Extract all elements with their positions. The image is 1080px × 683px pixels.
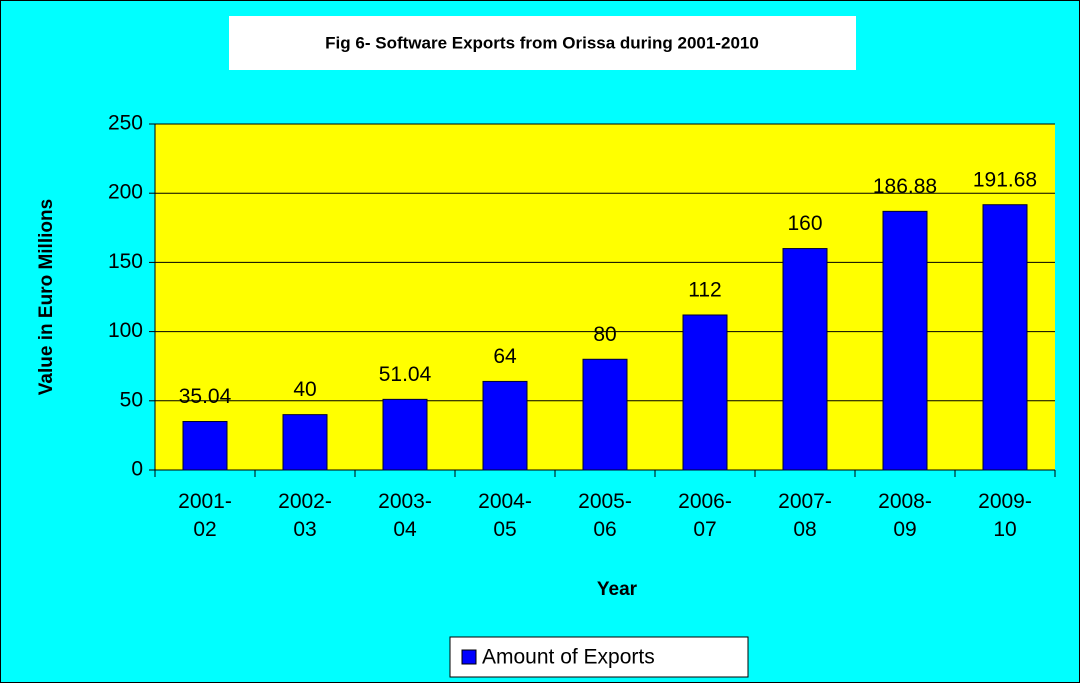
x-axis-label: Year [597,579,638,600]
bar [682,314,728,471]
y-tick-label: 0 [131,458,143,481]
x-tick-label: 2001-02 [178,490,232,541]
x-tick-label: 2004-05 [478,490,532,541]
x-tick-label: 2007-08 [778,490,832,541]
x-tick-label: 2003-04 [378,490,432,541]
bar [982,204,1028,471]
bar [282,414,328,471]
data-label: 51.04 [379,363,432,386]
y-tick-label: 50 [120,388,143,411]
data-label: 35.04 [179,385,232,408]
data-label: 40 [293,378,316,401]
y-tick-label: 150 [108,250,143,273]
data-label: 160 [787,212,822,235]
data-label: 80 [593,323,616,346]
x-tick-label: 2005-06 [578,490,632,541]
x-tick-label: 2009-10 [978,490,1032,541]
legend-label: Amount of Exports [482,646,655,669]
x-tick-label: 2008-09 [878,490,932,541]
bar [582,358,628,471]
y-tick-label: 100 [108,319,143,342]
data-label: 191.68 [973,168,1037,191]
bar [382,398,428,471]
y-tick-label: 250 [108,112,143,135]
bar [782,248,828,471]
bar [182,421,228,471]
chart-title: Fig 6- Software Exports from Orissa duri… [325,33,759,52]
data-label: 112 [688,279,721,302]
data-label: 186.88 [873,175,937,198]
x-tick-label: 2006-07 [678,490,732,541]
data-label: 64 [493,345,517,368]
bar [482,380,528,471]
y-tick-label: 200 [108,181,143,204]
x-tick-label: 2002-03 [278,490,332,541]
legend-swatch [461,649,477,665]
bar [882,210,928,471]
y-axis-label: Value in Euro Millions [36,199,57,395]
title-box [229,16,856,70]
legend-box [449,636,749,678]
